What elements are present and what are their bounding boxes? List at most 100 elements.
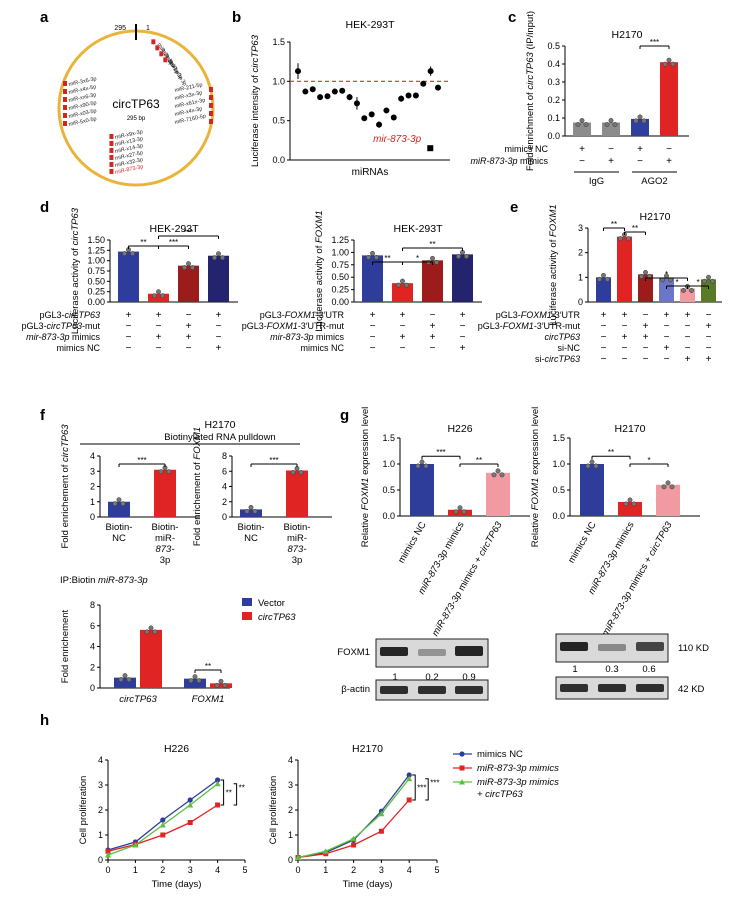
data-point: [212, 255, 217, 261]
y-tick-label: 1.00: [87, 256, 105, 266]
blot-foxm1-label: FOXM1: [337, 647, 370, 658]
panel-f-foxm1: 0 2 4 6 8 Fold enrichement of FOXM1 Biotin-NC B…: [192, 427, 332, 566]
y-axis-label: Luciferase activity of circTP63: [70, 207, 81, 334]
mirna-site-label: miR-211-5p: [174, 82, 203, 94]
data-point: [309, 86, 316, 93]
row-sign: −: [637, 156, 643, 167]
x-tick-label: 1: [323, 865, 328, 875]
panel-label-d: d: [40, 199, 49, 216]
mirna-site-label: miR-5x0-5p: [68, 116, 97, 128]
data-point: [361, 115, 368, 122]
panel-d-right: 0.00 0.25 0.50 0.75 1.00 1.25 Luciferase activ…: [242, 210, 482, 354]
blot-h2170-val-1: 1: [572, 664, 577, 675]
data-point: [383, 107, 390, 114]
mirna-site-marker: [109, 154, 114, 160]
y-tick-label: 0.0: [382, 511, 395, 521]
row-sign: +: [156, 310, 162, 321]
row-label: mir-873-3p mimics: [270, 332, 344, 342]
bar: [410, 464, 434, 516]
data-point: [405, 92, 412, 99]
y-tick-label: 0.1: [547, 113, 560, 123]
mirna-site-marker: [209, 103, 213, 108]
data-point: [641, 118, 647, 124]
y-tick-label: 0.75: [331, 260, 349, 270]
row-sign: −: [186, 343, 192, 354]
significance-label: ***: [650, 38, 659, 47]
row-sign: +: [608, 156, 614, 167]
y-tick-label: 3: [288, 780, 293, 790]
series-point: [406, 775, 413, 782]
bar: [286, 470, 308, 517]
row-sign: −: [685, 343, 691, 354]
data-point: [434, 259, 439, 265]
data-point: [495, 468, 501, 474]
series-point: [378, 810, 385, 817]
row-sign: +: [400, 310, 406, 321]
blot-band: [455, 646, 483, 656]
legend-label: miR-873-3p mimics + circTP63: [477, 777, 559, 800]
series-point: [406, 797, 412, 803]
data-point: [435, 84, 441, 91]
panel-g-h226: 0.0 0.5 1.0 1.5 Relative FOXM1 expression le…: [360, 407, 530, 638]
bar: [114, 677, 136, 688]
series-point: [160, 817, 166, 823]
legend-marker: [459, 751, 465, 757]
row-sign: +: [685, 354, 691, 365]
row-sign: +: [126, 310, 132, 321]
data-point: [670, 61, 676, 67]
row-sign: −: [643, 343, 649, 354]
data-point: [612, 122, 618, 127]
significance-bracket: [220, 779, 225, 806]
blot-h226-val-3: 0.9: [462, 672, 475, 683]
row-sign: +: [186, 332, 192, 343]
panel-label-g: g: [340, 407, 349, 424]
row-sign: +: [370, 310, 376, 321]
bar: [184, 678, 206, 688]
x-axis-label: Time (days): [343, 879, 393, 890]
bar: [178, 265, 199, 302]
data-point: [456, 253, 461, 259]
series-point: [406, 772, 412, 778]
row-sign: −: [579, 156, 585, 167]
panel-h-h226: 0 1 2 3 4 5 0 1 2 3 4 H226 Time (days) Cell prolifera…: [78, 743, 248, 890]
data-point: [710, 278, 715, 284]
chart-title: HEK-293T: [149, 223, 199, 235]
y-tick-label: 1.5: [272, 37, 285, 47]
legend-swatch: [242, 612, 252, 620]
series-point: [350, 835, 357, 842]
group-label: AGO2: [641, 176, 667, 187]
y-tick-label: 1.25: [87, 245, 105, 255]
blot-band: [418, 686, 446, 694]
y-tick-label: 0: [90, 683, 95, 693]
bar: [617, 236, 632, 302]
data-point: [499, 472, 505, 478]
mirna-site-label: miR-xx6-3p: [68, 92, 97, 104]
significance-label: **: [476, 456, 482, 465]
data-point: [491, 472, 497, 478]
y-tick-label: 0.00: [87, 297, 105, 307]
significance-label: *: [647, 456, 650, 465]
data-point: [216, 251, 221, 257]
y-tick-label: 4: [222, 482, 227, 492]
blot-band: [636, 642, 664, 651]
data-point: [244, 508, 250, 514]
row-sign: −: [706, 343, 712, 354]
y-tick-label: 4: [90, 642, 95, 652]
data-point: [583, 122, 589, 127]
data-point: [706, 274, 711, 280]
x-category-label: Biotin-miR-873-3p: [152, 522, 179, 566]
row-sign: −: [622, 343, 628, 354]
data-point: [188, 678, 194, 684]
row-sign: −: [460, 332, 466, 343]
y-tick-label: 0.5: [382, 485, 395, 495]
row-sign: −: [664, 354, 670, 365]
data-point: [633, 118, 639, 124]
panel-label-a: a: [40, 9, 49, 26]
series-point: [322, 848, 329, 854]
data-point: [461, 509, 467, 515]
bar: [656, 484, 680, 516]
row-sign: +: [622, 310, 628, 321]
y-tick-label: 0.25: [87, 287, 105, 297]
chart-title: IP:Biotin miR-873-3p: [60, 575, 148, 586]
row-sign: −: [186, 310, 192, 321]
